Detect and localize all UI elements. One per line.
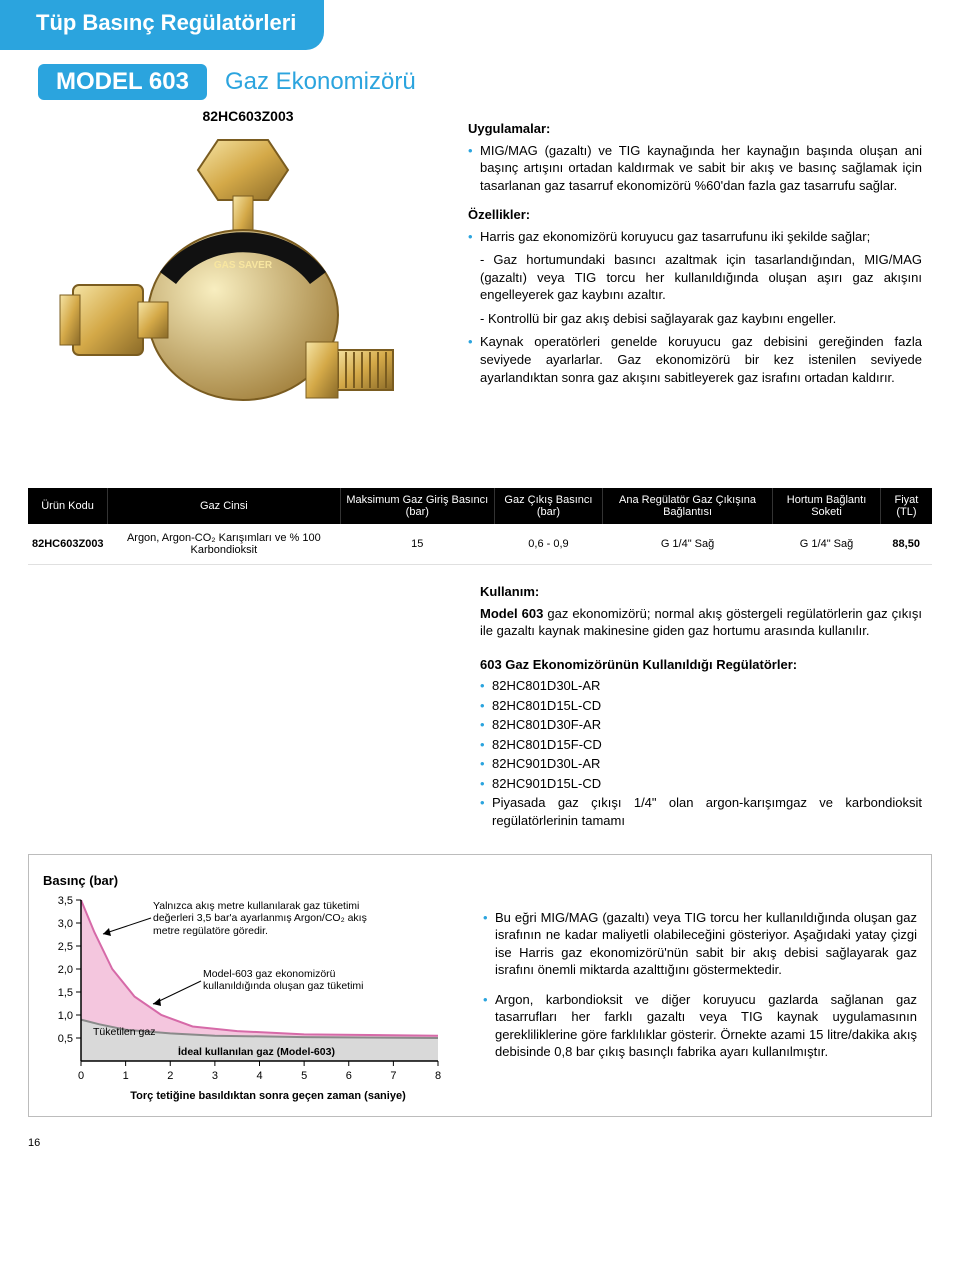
col-header: Fiyat (TL) [880,488,932,524]
table-row: 82HC603Z003 Argon, Argon-CO₂ Karışımları… [28,524,932,565]
svg-text:1,0: 1,0 [58,1010,73,1022]
header-tab: Tüp Basınç Regülatörleri [0,0,324,50]
list-item: 82HC801D30L-AR [480,677,922,695]
svg-text:3,5: 3,5 [58,896,73,907]
svg-text:2: 2 [167,1070,173,1082]
chart-x-label: Torç tetiğine basıldıktan sonra geçen za… [73,1090,463,1102]
feature-item: Kaynak operatörleri genelde koruyucu gaz… [468,333,922,386]
usage-section: Kullanım: Model 603 Model 603 gaz ekonom… [480,583,922,830]
col-header: Hortum Bağlantı Soketi [773,488,881,524]
model-row: MODEL 603 Gaz Ekonomizörü [38,64,960,100]
model-subtitle: Gaz Ekonomizörü [225,68,416,96]
svg-text:2,0: 2,0 [58,964,73,976]
col-header: Gaz Çıkış Basıncı (bar) [494,488,602,524]
svg-text:0,5: 0,5 [58,1033,73,1045]
list-item: Piyasada gaz çıkışı 1/4" olan argon-karı… [480,794,922,829]
col-header: Ürün Kodu [28,488,108,524]
application-item: MIG/MAG (gazaltı) ve TIG kaynağında her … [468,142,922,195]
usage-paragraph: Model 603 gaz ekonomizörü; normal akış g… [480,605,922,640]
usage-heading: Kullanım: [480,583,922,601]
product-image: GAS SAVER [38,130,418,470]
list-item: 82HC801D30F-AR [480,716,922,734]
applications-heading: Uygulamalar: [468,120,922,138]
cell-code: 82HC603Z003 [28,524,108,565]
svg-text:1,5: 1,5 [58,987,73,999]
svg-text:2,5: 2,5 [58,941,73,953]
model-badge: MODEL 603 [38,64,207,100]
note-item: Bu eğri MIG/MAG (gazaltı) veya TIG torcu… [483,909,917,979]
cell-maxin: 15 [340,524,494,565]
svg-text:3,0: 3,0 [58,918,73,930]
chart-notes: Bu eğri MIG/MAG (gazaltı) veya TIG torcu… [483,873,917,1102]
note-item: Argon, karbondioksit ve diğer koruyucu g… [483,991,917,1061]
col-header: Maksimum Gaz Giriş Basıncı (bar) [340,488,494,524]
top-section: 82HC603Z003 [38,108,922,470]
feature-item: Harris gaz ekonomizörü koruyucu gaz tasa… [468,228,922,246]
regulator-illustration: GAS SAVER [38,130,418,470]
cell-price: 88,50 [880,524,932,565]
cell-out: 0,6 - 0,9 [494,524,602,565]
col-header: Ana Regülatör Gaz Çıkışına Bağlantısı [602,488,772,524]
cell-gas: Argon, Argon-CO₂ Karışımları ve % 100 Ka… [108,524,341,565]
svg-text:3: 3 [212,1070,218,1082]
svg-text:1: 1 [123,1070,129,1082]
cell-regconn: G 1/4" Sağ [602,524,772,565]
spec-table: Ürün Kodu Gaz Cinsi Maksimum Gaz Giriş B… [28,488,932,565]
list-item: 82HC901D15L-CD [480,775,922,793]
chart-annot-1: Yalnızca akış metre kullanılarak gaz tük… [153,900,373,938]
description-column: Uygulamalar: MIG/MAG (gazaltı) ve TIG ka… [468,108,922,470]
col-header: Gaz Cinsi [108,488,341,524]
list-item: 82HC801D15L-CD [480,697,922,715]
feature-sub: - Gaz hortumundaki basıncı azaltmak için… [468,251,922,304]
chart-annot-4: İdeal kullanılan gaz (Model-603) [178,1046,335,1059]
product-image-column: 82HC603Z003 [38,108,458,470]
features-heading: Özellikler: [468,206,922,224]
list-item: 82HC801D15F-CD [480,736,922,754]
svg-text:5: 5 [301,1070,307,1082]
svg-text:0: 0 [78,1070,84,1082]
cell-hose: G 1/4" Sağ [773,524,881,565]
product-code: 82HC603Z003 [38,108,458,124]
svg-text:4: 4 [256,1070,262,1082]
svg-text:6: 6 [346,1070,352,1082]
svg-text:8: 8 [435,1070,441,1082]
svg-text:7: 7 [390,1070,396,1082]
page-number: 16 [28,1137,960,1149]
chart-annot-2: Model-603 gaz ekonomizörü kullanıldığınd… [203,968,373,993]
chart-column: Basınç (bar) 0,5 1,0 1,5 2,0 2,5 3,0 3,5 0 1 2 3 4 5… [43,873,463,1102]
chart-box: Basınç (bar) 0,5 1,0 1,5 2,0 2,5 3,0 3,5 0 1 2 3 4 5… [28,854,932,1117]
compatible-heading: 603 Gaz Ekonomizörünün Kullanıldığı Regü… [480,656,922,674]
svg-text:GAS SAVER: GAS SAVER [214,260,273,271]
chart-annot-3: Tüketilen gaz [93,1026,155,1039]
feature-sub: - Kontrollü bir gaz akış debisi sağlayar… [468,310,922,328]
list-item: 82HC901D30L-AR [480,755,922,773]
chart-area: 0,5 1,0 1,5 2,0 2,5 3,0 3,5 0 1 2 3 4 5 6 7 8 Yalnızca … [43,896,443,1086]
chart-y-title: Basınç (bar) [43,873,463,888]
